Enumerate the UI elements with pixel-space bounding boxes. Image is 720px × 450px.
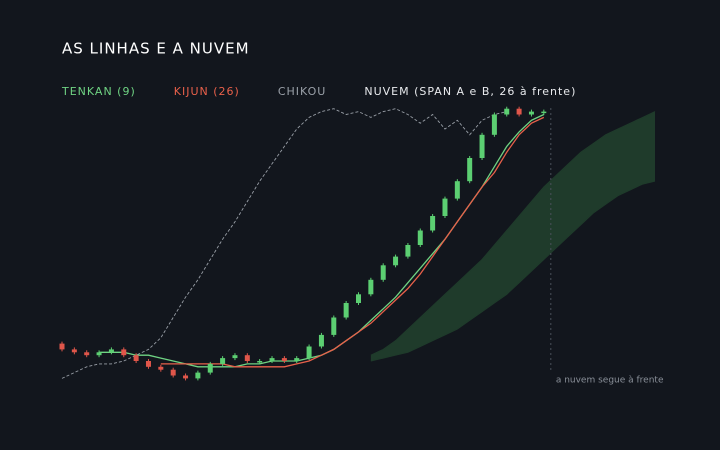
- cloud-span-a: [370, 111, 656, 356]
- candle-body: [71, 349, 77, 353]
- legend-entry: NUVEM (SPAN A e B, 26 à frente): [364, 85, 576, 98]
- candle-body: [84, 352, 90, 356]
- line-2: [61, 108, 507, 379]
- candle-body: [356, 294, 361, 303]
- candle-body: [121, 349, 127, 356]
- candle-body: [343, 303, 349, 318]
- candle-body: [516, 108, 522, 115]
- candle-body: [281, 358, 287, 361]
- candle-body: [479, 134, 485, 158]
- candle-body: [467, 158, 473, 182]
- annotation: a nuvem segue à frente: [556, 376, 664, 386]
- candle-body: [96, 352, 102, 356]
- candle-body: [294, 358, 300, 361]
- legend: TENKAN (9) KIJUN (26) CHIKOU NUVEM (SPAN A …: [61, 85, 576, 98]
- legend-entry: CHIKOU: [278, 85, 327, 98]
- candle-body: [207, 363, 213, 373]
- candle-body: [405, 245, 411, 257]
- candle-body: [158, 366, 164, 370]
- candle-body: [331, 317, 337, 335]
- plot-area: a nuvem segue à frente: [59, 106, 664, 386]
- candle-body: [368, 279, 374, 295]
- candle-body: [318, 334, 324, 347]
- candle-body: [220, 358, 226, 364]
- candle-body: [380, 265, 386, 280]
- candle-body: [244, 355, 250, 361]
- candle-body: [454, 181, 460, 199]
- candle-body: [504, 108, 510, 115]
- line-1: [160, 116, 545, 368]
- cloud-fill: [370, 111, 655, 361]
- candle-body: [430, 216, 436, 231]
- candle-body: [528, 111, 534, 115]
- candle-body: [306, 346, 312, 359]
- candle-body: [417, 230, 423, 245]
- candle-body: [232, 355, 238, 359]
- candle-body: [145, 361, 151, 367]
- candle-body: [195, 372, 201, 379]
- candle-body: [269, 358, 275, 361]
- legend-entry: KIJUN (26): [174, 85, 240, 98]
- candle-body: [183, 375, 189, 379]
- cloud-span-b: [370, 180, 656, 362]
- candle-body: [257, 361, 263, 363]
- candle-body: [59, 343, 65, 350]
- candle-body: [133, 355, 139, 361]
- candle-body: [541, 111, 547, 114]
- candle-body: [393, 256, 399, 266]
- candle-body: [108, 349, 114, 353]
- candle-body: [170, 369, 176, 376]
- legend-entry: TENKAN (9): [61, 85, 136, 98]
- chart-title: AS LINHAS E A NUVEM: [62, 40, 250, 58]
- candle-body: [491, 114, 497, 135]
- candle-body: [442, 198, 448, 216]
